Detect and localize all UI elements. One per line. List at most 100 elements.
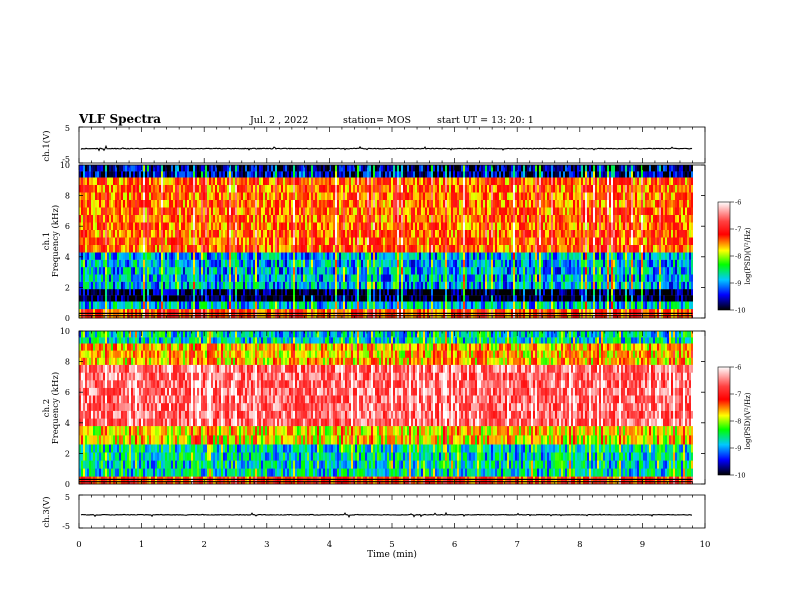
- spectrogram-cell: [247, 199, 249, 208]
- spectrogram-cell: [295, 222, 297, 230]
- spectrogram-cell: [501, 222, 503, 230]
- spectrogram-cell: [221, 165, 223, 172]
- spectrogram-cell: [309, 192, 311, 200]
- spectrogram-cell: [255, 222, 257, 230]
- spectrogram-cell: [241, 199, 243, 208]
- spectrogram-cell: [253, 177, 255, 185]
- spectrogram-cell: [131, 165, 133, 172]
- spectrogram-cell: [285, 177, 287, 185]
- spectrogram-cell: [457, 165, 459, 172]
- spectrogram-cell: [541, 288, 543, 296]
- spectrogram-cell: [273, 165, 275, 172]
- spectrogram-cell: [445, 199, 447, 208]
- spectrogram-cell: [201, 295, 203, 302]
- spectrogram-cell: [201, 301, 203, 310]
- spectrogram-cell: [79, 244, 81, 253]
- spectrogram-cell: [201, 199, 203, 208]
- spectrogram-cell: [149, 214, 151, 223]
- spectrogram-cell: [339, 222, 341, 230]
- spectrogram-cell: [399, 281, 401, 290]
- spectrogram-cell: [263, 274, 265, 282]
- spectrogram-cell: [163, 244, 165, 253]
- spectrogram-cell: [125, 301, 127, 310]
- spectrogram-cell: [223, 244, 225, 253]
- spectrogram-cell: [489, 192, 491, 200]
- spectrogram-cell: [207, 259, 209, 268]
- spectrogram-cell: [235, 274, 237, 282]
- spectrogram-cell: [373, 222, 375, 230]
- spectrogram-cell: [129, 222, 131, 230]
- spectrogram-cell: [497, 165, 499, 172]
- spectrogram-cell: [133, 301, 135, 310]
- spectrogram-cell: [157, 244, 159, 253]
- spectrogram-cell: [223, 252, 225, 260]
- spectrogram-cell: [495, 165, 497, 172]
- spectrogram-cell: [157, 274, 159, 282]
- spectrogram-cell: [103, 222, 105, 230]
- spectrogram-cell: [123, 259, 125, 268]
- spectrogram-cell: [259, 237, 261, 245]
- spectrogram-cell: [391, 207, 393, 215]
- spectrogram-cell: [139, 214, 141, 223]
- spectrogram-cell: [551, 244, 553, 253]
- spectrogram-cell: [371, 252, 373, 260]
- spectrogram-cell: [221, 301, 223, 310]
- spectrogram-cell: [235, 207, 237, 215]
- spectrogram-cell: [251, 237, 253, 245]
- spectrogram-cell: [137, 207, 139, 215]
- spectrogram-cell: [261, 301, 263, 310]
- spectrogram-cell: [89, 177, 91, 185]
- spectrogram-cell: [375, 301, 377, 310]
- spectrogram-cell: [517, 177, 519, 185]
- spectrogram-cell: [521, 184, 523, 193]
- spectrogram-cell: [297, 281, 299, 290]
- spectrogram-cell: [523, 184, 525, 193]
- spectrogram-cell: [531, 295, 533, 302]
- spectrogram-cell: [145, 301, 147, 310]
- spectrogram-cell: [251, 244, 253, 253]
- spectrogram-cell: [131, 259, 133, 268]
- spectrogram-cell: [255, 237, 257, 245]
- spectrogram-cell: [335, 184, 337, 193]
- spectrogram-cell: [535, 281, 537, 290]
- spectrogram-cell: [85, 207, 87, 215]
- spectrogram-cell: [155, 237, 157, 245]
- spectrogram-cell: [407, 177, 409, 185]
- spectrogram-cell: [265, 165, 267, 172]
- spectrogram-cell: [441, 237, 443, 245]
- spectrogram-cell: [187, 192, 189, 200]
- spectrogram-cell: [107, 237, 109, 245]
- spectrogram-cell: [419, 184, 421, 193]
- spectrogram-cell: [87, 207, 89, 215]
- spectrogram-cell: [141, 244, 143, 253]
- spectrogram-cell: [155, 288, 157, 296]
- spectrogram-cell: [215, 171, 217, 178]
- spectrogram-cell: [239, 177, 241, 185]
- spectrogram-cell: [301, 199, 303, 208]
- spectrogram-cell: [399, 244, 401, 253]
- spectrogram-cell: [191, 259, 193, 268]
- spectrogram-cell: [435, 222, 437, 230]
- spectrogram-cell: [361, 171, 363, 178]
- spectrogram-cell: [129, 244, 131, 253]
- spectrogram-cell: [485, 252, 487, 260]
- spectrogram-cell: [405, 171, 407, 178]
- spectrogram-cell: [161, 184, 163, 193]
- spectrogram-cell: [483, 259, 485, 268]
- spectrogram-cell: [327, 171, 329, 178]
- spectrogram-cell: [297, 274, 299, 282]
- spectrogram-cell: [81, 295, 83, 302]
- spectrogram-cell: [357, 184, 359, 193]
- spectrogram-cell: [253, 295, 255, 302]
- spectrogram-cell: [297, 207, 299, 215]
- spectrogram-cell: [441, 274, 443, 282]
- spectrogram-cell: [435, 184, 437, 193]
- spectrogram-cell: [309, 288, 311, 296]
- spectrogram-cell: [499, 237, 501, 245]
- spectrogram-cell: [149, 274, 151, 282]
- spectrogram-cell: [93, 281, 95, 290]
- spectrogram-cell: [421, 274, 423, 282]
- spectrogram-cell: [99, 199, 101, 208]
- spectrogram-cell: [181, 214, 183, 223]
- spectrogram-cell: [311, 177, 313, 185]
